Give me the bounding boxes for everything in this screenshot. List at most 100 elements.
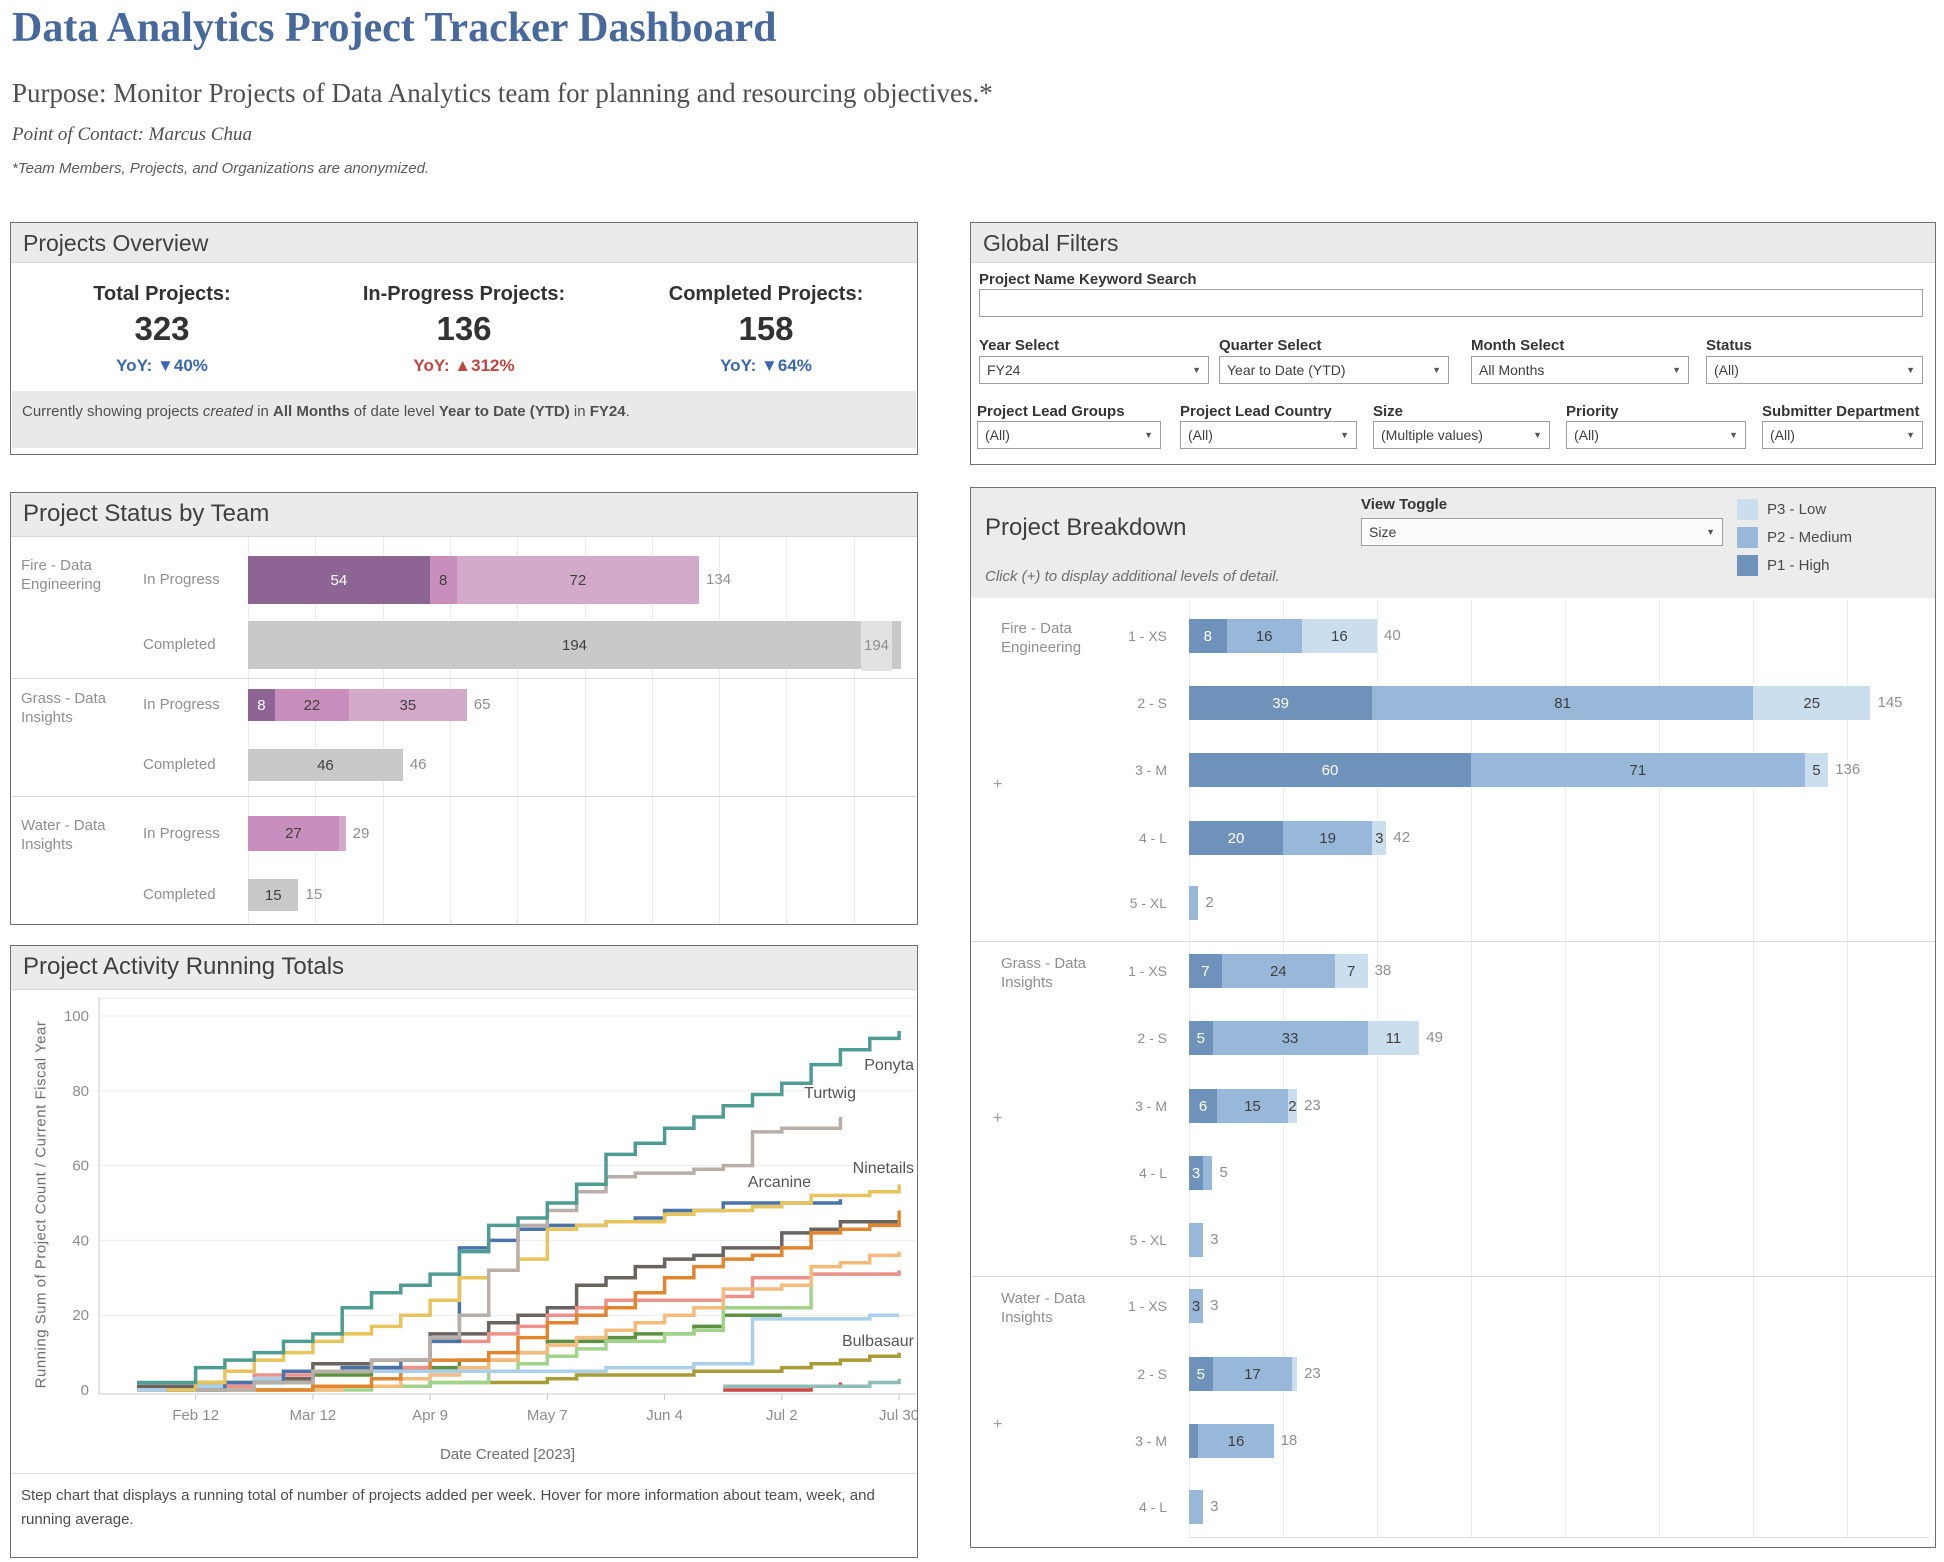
bar-segment[interactable] <box>1189 886 1199 920</box>
bar-segment[interactable]: 8 <box>429 556 457 604</box>
submitter-department-dropdown[interactable]: (All) ▼ <box>1762 421 1923 449</box>
bar-segment[interactable] <box>1189 1490 1204 1524</box>
status-row-label: In Progress <box>143 825 220 842</box>
x-tick-label: Jul 30 <box>879 1407 917 1424</box>
bar-segment[interactable]: 60 <box>1189 753 1471 787</box>
group-separator <box>11 796 917 797</box>
size-label: 4 - L <box>1138 830 1167 846</box>
bar-segment[interactable]: 46 <box>248 749 403 781</box>
bar-segment[interactable]: 25 <box>1752 686 1871 720</box>
bar-segment[interactable]: 15 <box>248 879 299 911</box>
bar-segment[interactable]: 54 <box>248 556 430 604</box>
bar-segment[interactable]: 20 <box>1189 821 1283 855</box>
bar-segment[interactable] <box>1189 1424 1199 1458</box>
bar-segment[interactable]: 16 <box>1226 619 1302 653</box>
project-lead-groups-dropdown[interactable]: (All) ▼ <box>977 421 1161 449</box>
overview-caption: Currently showing projects created in Al… <box>12 391 916 448</box>
status-dropdown[interactable]: (All) ▼ <box>1706 356 1923 384</box>
team-label: Fire - Data Engineering <box>1001 620 1082 656</box>
bar-segment[interactable]: 8 <box>248 689 275 721</box>
expand-plus-button[interactable]: + <box>993 1416 1003 1433</box>
bar-total-label: 29 <box>352 825 370 842</box>
bar-segment[interactable]: 72 <box>456 556 700 604</box>
status-bar: 8 22 35 <box>248 689 467 721</box>
bar-segment[interactable]: 7 <box>1334 954 1368 988</box>
team-label: Grass - Data Insights <box>1001 955 1087 991</box>
gridline <box>1847 600 1848 1537</box>
bar-segment[interactable]: 5 <box>1804 753 1829 787</box>
bar-segment[interactable]: 11 <box>1367 1021 1420 1055</box>
activity-step-chart: 0 20 40 60 80 100 Feb 12 Mar 12 Apr 9 May 7 Jun 4 J… <box>64 997 917 1424</box>
bar-segment[interactable]: 27 <box>248 816 339 851</box>
breakdown-bar: 5 33 11 <box>1189 1021 1420 1055</box>
bar-segment[interactable]: 7 <box>1189 954 1222 988</box>
projects-overview-panel: Projects Overview Total Projects: 323 YoY:… <box>10 222 918 455</box>
kpi-yoy: YoY: ▼64% <box>720 356 812 375</box>
dropdown-value: FY24 <box>987 362 1021 378</box>
month-select-dropdown[interactable]: All Months ▼ <box>1471 356 1689 384</box>
gridline <box>1753 600 1754 1537</box>
bar-segment[interactable]: 17 <box>1212 1357 1293 1391</box>
bar-segment[interactable]: 35 <box>348 689 467 721</box>
bar-segment[interactable]: 33 <box>1212 1021 1368 1055</box>
view-toggle-select[interactable]: Size ▼ <box>1361 518 1723 546</box>
bar-segment[interactable]: 5 <box>1189 1357 1213 1391</box>
bar-segment[interactable]: 81 <box>1372 686 1753 720</box>
bar-total-label: 42 <box>1393 829 1411 846</box>
bar-segment[interactable] <box>1292 1357 1298 1391</box>
quarter-select-dropdown[interactable]: Year to Date (YTD) ▼ <box>1219 356 1449 384</box>
activity-y-axis-label: Running Sum of Project Count / Current F… <box>32 1020 50 1389</box>
bar-segment[interactable]: 16 <box>1198 1424 1274 1458</box>
legend-label: P1 - High <box>1767 557 1830 574</box>
year-select-dropdown[interactable]: FY24 ▼ <box>979 356 1209 384</box>
breakdown-bar: 7 24 7 <box>1189 954 1368 988</box>
project-status-by-team-panel: Project Status by Team Fire - Data Engin… <box>10 492 918 925</box>
kpi-label: Completed Projects: <box>668 283 864 305</box>
kpi-0: Total Projects: 323 YoY: ▼40% <box>11 283 313 376</box>
bar-segment[interactable]: 8 <box>1189 619 1227 653</box>
size-dropdown[interactable]: (Multiple values) ▼ <box>1373 421 1550 449</box>
bar-segment[interactable] <box>1203 1156 1213 1190</box>
x-tick-label: Jul 2 <box>766 1407 798 1424</box>
bar-segment[interactable]: 16 <box>1301 619 1377 653</box>
bar-segment[interactable]: 3 <box>1189 1156 1204 1190</box>
dropdown-caret-icon: ▼ <box>1192 365 1201 375</box>
project-lead-country-dropdown[interactable]: (All) ▼ <box>1180 421 1357 449</box>
bar-segment[interactable]: 39 <box>1189 686 1373 720</box>
dropdown-caret-icon: ▼ <box>1706 527 1715 537</box>
priority-dropdown[interactable]: (All) ▼ <box>1566 421 1746 449</box>
bar-segment[interactable]: 3 <box>1372 821 1387 855</box>
bar-total-label: 23 <box>1304 1097 1321 1114</box>
breakdown-bar: 60 71 5 <box>1189 753 1829 787</box>
bar-segment[interactable]: 24 <box>1221 954 1335 988</box>
size-label: 1 - XS <box>1128 628 1167 644</box>
bar-segment[interactable]: 71 <box>1471 753 1805 787</box>
bar-total-label: 194 <box>861 621 893 671</box>
bar-total-label: 3 <box>1210 1498 1219 1515</box>
expand-plus-button[interactable]: + <box>993 776 1003 793</box>
bar-segment[interactable]: 19 <box>1283 821 1373 855</box>
bar-segment[interactable] <box>1189 1223 1204 1257</box>
team-label: Grass - Data Insights <box>21 690 107 726</box>
dropdown-value: (All) <box>1188 427 1213 443</box>
bar-segment[interactable] <box>338 816 346 851</box>
gridline <box>248 537 249 924</box>
size-label: 4 - L <box>1138 1165 1167 1181</box>
bar-total-label: 49 <box>1426 1029 1443 1046</box>
bar-segment[interactable]: 15 <box>1217 1089 1288 1123</box>
bar-segment[interactable]: 3 <box>1189 1289 1204 1323</box>
series-label-ninetails: Ninetails <box>853 1160 914 1177</box>
status-chart: Fire - Data Engineering In Progress 54 8 72 1… <box>11 537 917 924</box>
bar-segment[interactable]: 6 <box>1189 1089 1218 1123</box>
dropdown-caret-icon: ▼ <box>1533 430 1542 440</box>
bar-segment[interactable]: 2 <box>1287 1089 1298 1123</box>
status-bar: 15 <box>248 879 299 911</box>
bar-segment[interactable]: 22 <box>274 689 349 721</box>
expand-plus-button[interactable]: + <box>993 1110 1003 1127</box>
status-bar: 54 8 72 <box>248 556 700 604</box>
global-filters-panel: Global Filters Project Name Keyword Sear… <box>970 222 1936 465</box>
project-name-search-input[interactable] <box>979 289 1923 317</box>
bar-segment[interactable]: 5 <box>1189 1021 1213 1055</box>
caption-part: in <box>569 403 590 420</box>
bar-segment[interactable]: 194 <box>248 621 901 669</box>
